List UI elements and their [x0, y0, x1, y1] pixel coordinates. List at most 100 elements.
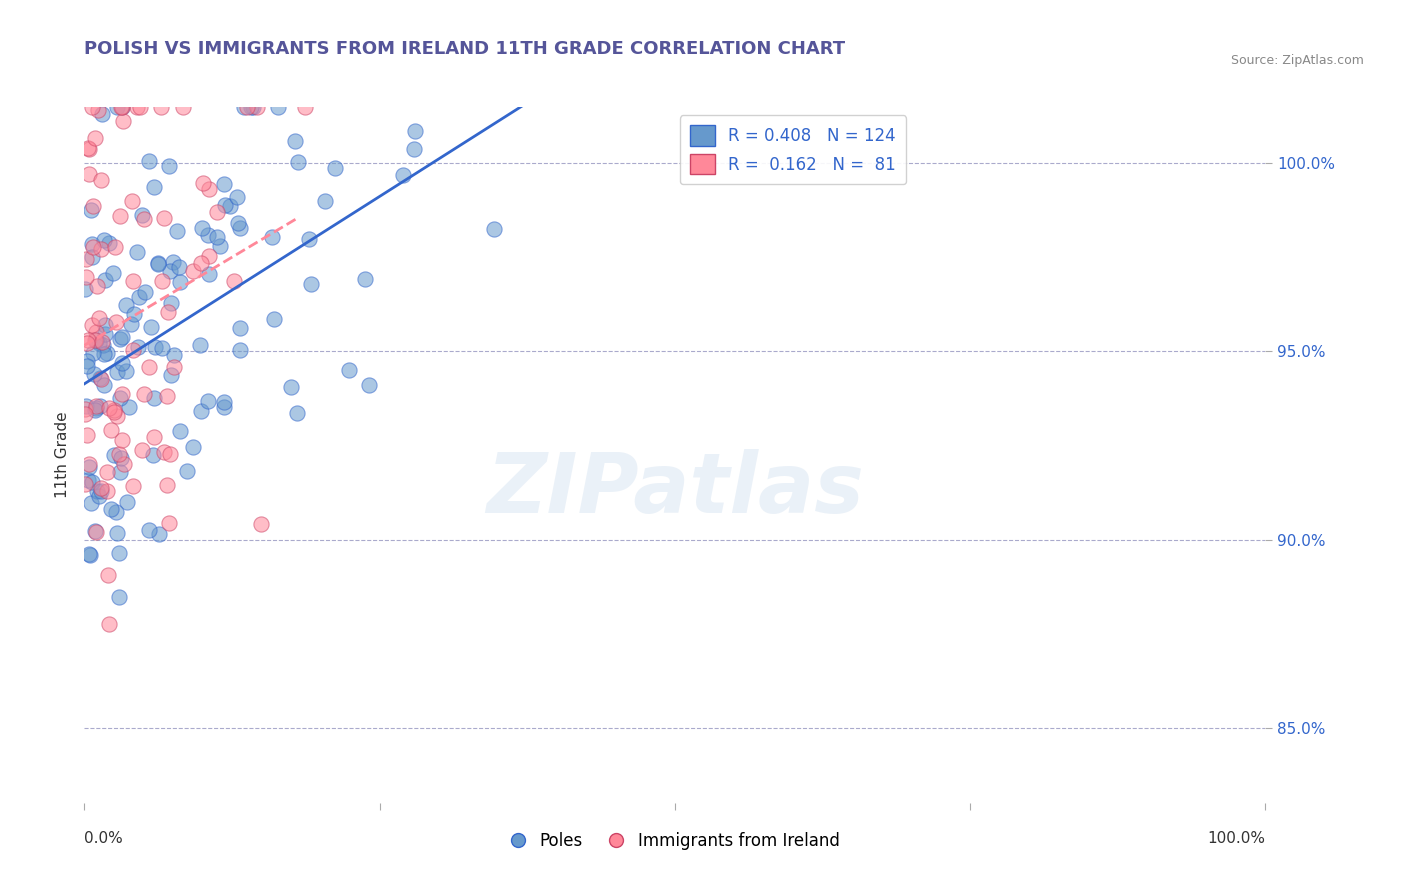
Point [86, 401, 108, 415]
Text: Source: ZipAtlas.com: Source: ZipAtlas.com [1230, 54, 1364, 67]
Point [142, 448, 165, 462]
Point [97, 235, 120, 250]
Point [357, 377, 380, 392]
Point [90, 242, 112, 256]
Point [98, 401, 121, 415]
Point [148, 527, 170, 541]
Point [107, 591, 129, 605]
Point [83, 367, 105, 381]
Point [280, 380, 302, 394]
Point [229, 321, 252, 335]
Point [120, 317, 142, 331]
Point [105, 365, 128, 379]
Point [112, 458, 135, 472]
Point [93, 233, 115, 247]
Point [108, 465, 131, 479]
Point [226, 216, 249, 230]
Point [181, 440, 204, 454]
Point [198, 249, 221, 263]
Point [163, 348, 186, 362]
Point [101, 266, 124, 280]
Point [79, 548, 101, 562]
Point [80, 318, 103, 333]
Point [75, 252, 97, 267]
Point [159, 295, 181, 310]
Point [91, 338, 114, 352]
Point [103, 405, 125, 419]
Point [73, 407, 96, 421]
Point [142, 430, 165, 444]
Point [76, 428, 98, 442]
Point [122, 343, 145, 357]
Text: POLISH VS IMMIGRANTS FROM IRELAND 11TH GRADE CORRELATION CHART: POLISH VS IMMIGRANTS FROM IRELAND 11TH G… [84, 40, 845, 58]
Point [128, 290, 150, 304]
Point [108, 332, 131, 346]
Point [111, 114, 134, 128]
Point [214, 198, 236, 212]
Point [76, 354, 98, 368]
Point [82, 240, 104, 254]
Point [111, 433, 134, 447]
Point [82, 199, 104, 213]
Point [104, 505, 127, 519]
Point [105, 526, 128, 541]
Point [236, 100, 259, 114]
Legend: Poles, Immigrants from Ireland: Poles, Immigrants from Ireland [503, 826, 846, 857]
Point [125, 100, 148, 114]
Point [110, 100, 132, 114]
Text: 0.0%: 0.0% [84, 830, 124, 846]
Point [118, 401, 141, 415]
Point [77, 458, 100, 472]
Text: 100.0%: 100.0% [1208, 830, 1265, 846]
Point [82, 100, 104, 114]
Point [84, 325, 107, 339]
Point [90, 483, 112, 498]
Point [131, 208, 153, 222]
Point [94, 318, 117, 333]
Point [104, 240, 127, 254]
Point [404, 124, 426, 138]
Point [103, 403, 125, 417]
Point [105, 409, 128, 424]
Point [233, 100, 256, 114]
Point [169, 424, 191, 438]
Point [240, 100, 263, 114]
Point [110, 330, 132, 344]
Point [162, 255, 184, 269]
Point [197, 267, 219, 281]
Point [159, 447, 181, 461]
Point [212, 395, 235, 409]
Point [127, 340, 149, 354]
Point [108, 209, 131, 223]
Point [207, 230, 229, 244]
Point [138, 359, 160, 374]
Point [142, 180, 165, 194]
Point [404, 142, 426, 156]
Point [103, 448, 125, 462]
Point [156, 304, 179, 318]
Point [80, 475, 103, 489]
Point [263, 312, 285, 326]
Point [157, 159, 180, 173]
Point [197, 228, 219, 243]
Point [294, 100, 316, 114]
Point [115, 298, 138, 312]
Point [166, 224, 188, 238]
Point [188, 337, 211, 351]
Point [94, 273, 117, 287]
Point [153, 445, 176, 459]
Point [181, 263, 204, 277]
Point [111, 100, 134, 114]
Point [89, 400, 111, 414]
Point [75, 400, 97, 414]
Point [76, 359, 98, 373]
Point [121, 274, 143, 288]
Point [110, 100, 132, 114]
Point [141, 320, 163, 334]
Point [108, 447, 131, 461]
Point [146, 257, 169, 271]
Point [156, 478, 179, 492]
Point [284, 134, 307, 148]
Point [143, 391, 166, 405]
Point [163, 360, 186, 375]
